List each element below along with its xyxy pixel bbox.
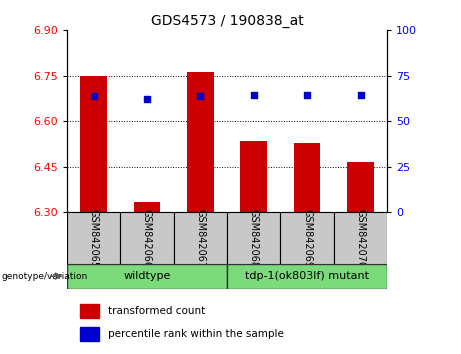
- Bar: [80, 304, 99, 318]
- Point: [143, 97, 151, 102]
- Text: percentile rank within the sample: percentile rank within the sample: [108, 329, 284, 339]
- Bar: [280, 212, 334, 264]
- Point: [197, 93, 204, 99]
- Text: wildtype: wildtype: [123, 271, 171, 281]
- Text: GSM842067: GSM842067: [195, 209, 205, 268]
- Bar: [227, 212, 280, 264]
- Bar: [120, 212, 174, 264]
- Bar: [67, 212, 120, 264]
- Point: [303, 92, 311, 98]
- Bar: [334, 212, 387, 264]
- Bar: [80, 327, 99, 341]
- Bar: [347, 162, 374, 212]
- Bar: [227, 264, 387, 289]
- Bar: [174, 212, 227, 264]
- Bar: [294, 143, 320, 212]
- Text: genotype/variation: genotype/variation: [1, 272, 88, 281]
- Bar: [187, 72, 214, 212]
- Bar: [134, 202, 160, 212]
- Bar: [67, 264, 227, 289]
- Point: [90, 93, 97, 99]
- Bar: [240, 141, 267, 212]
- Text: tdp-1(ok803lf) mutant: tdp-1(ok803lf) mutant: [245, 271, 369, 281]
- Text: GSM842065: GSM842065: [89, 209, 99, 268]
- Text: GSM842066: GSM842066: [142, 209, 152, 268]
- Text: GSM842070: GSM842070: [355, 209, 366, 268]
- Point: [357, 92, 364, 98]
- Point: [250, 92, 257, 98]
- Text: GSM842069: GSM842069: [302, 209, 312, 268]
- Title: GDS4573 / 190838_at: GDS4573 / 190838_at: [151, 14, 303, 28]
- Text: transformed count: transformed count: [108, 306, 206, 316]
- Text: GSM842068: GSM842068: [249, 209, 259, 268]
- Bar: [80, 76, 107, 212]
